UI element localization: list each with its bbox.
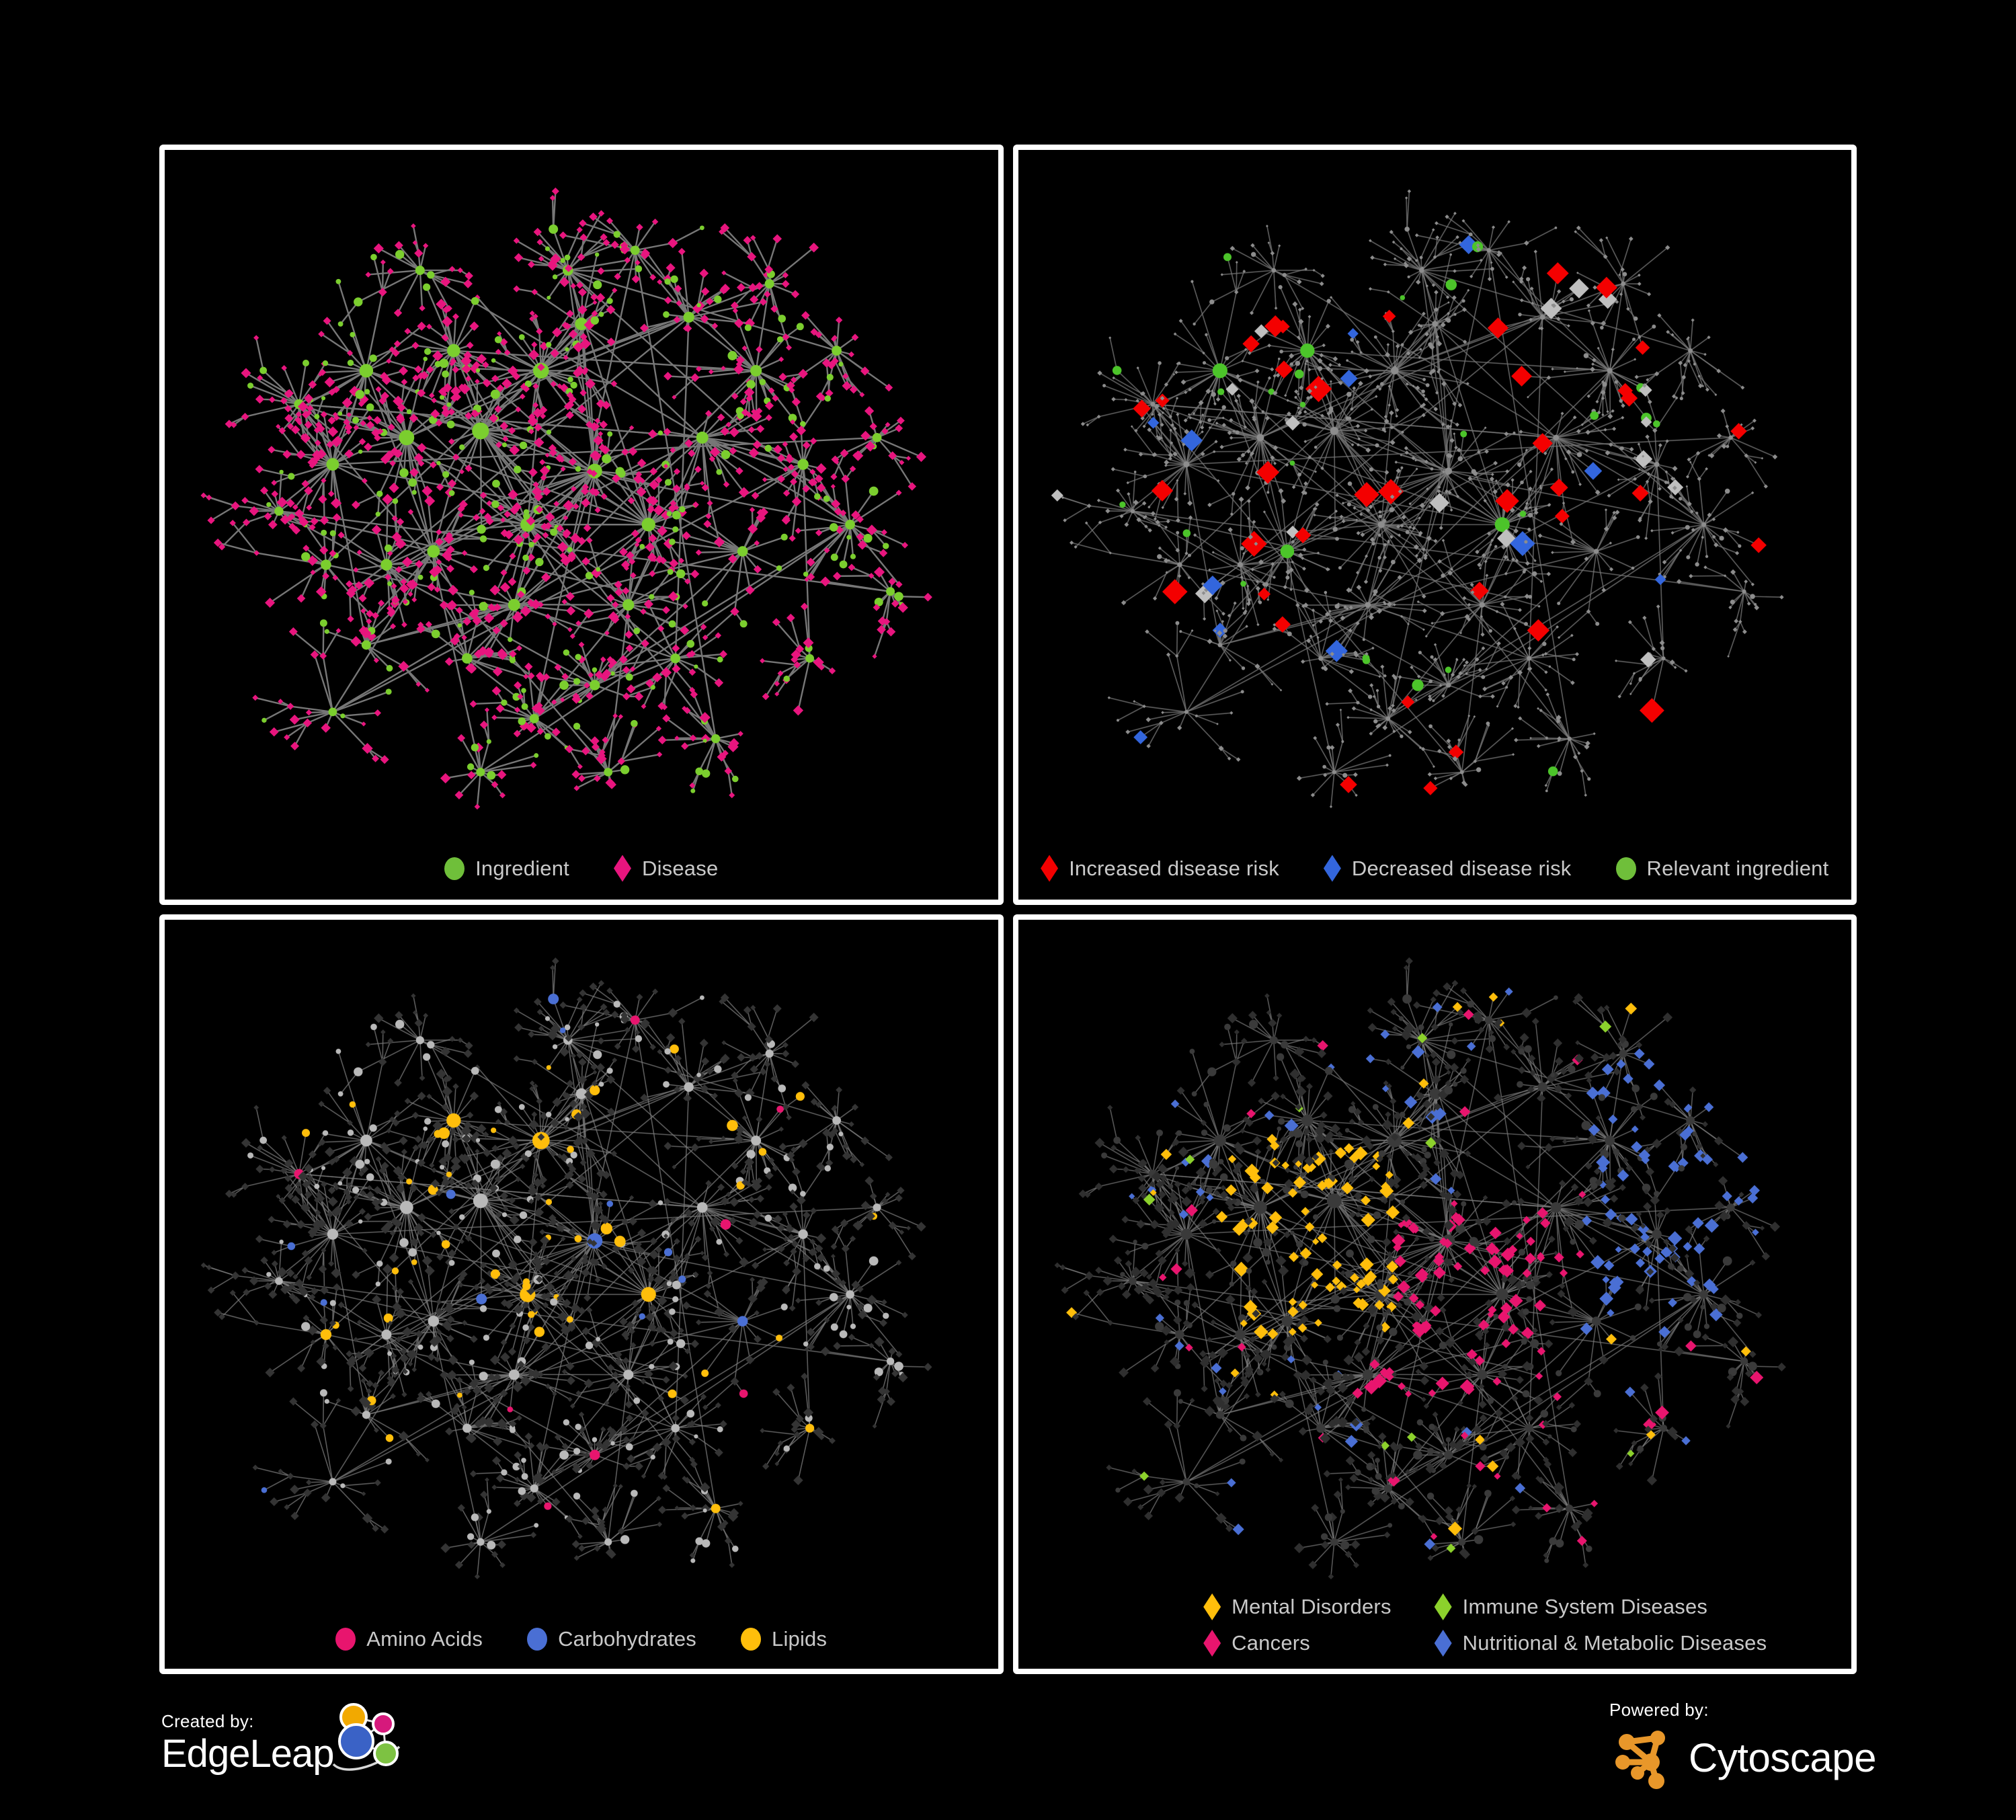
cytoscape-text: Powered by: <box>1609 1700 1876 1793</box>
network-graph-2 <box>1051 189 1784 808</box>
cytoscape-wordmark: Cytoscape <box>1689 1735 1876 1780</box>
network-graph-1 <box>200 187 932 810</box>
edgeleap-wordmark: EdgeLeap <box>161 1732 334 1776</box>
cytoscape-logo-row: Cytoscape <box>1609 1723 1876 1793</box>
created-by-kicker: Created by: <box>161 1711 254 1731</box>
network-canvas-2[interactable] <box>1018 150 1852 900</box>
panel-nutrient-class[interactable]: Amino Acids Carbohydrates Lipids <box>159 914 1004 1674</box>
cytoscape-network-logo-icon <box>1609 1723 1682 1793</box>
network-canvas-1[interactable] <box>165 150 998 900</box>
edgeleap-network-logo-icon <box>329 1700 410 1774</box>
network-canvas-4[interactable] <box>1018 920 1852 1669</box>
panel-grid: Ingredient Disease Increased disease r <box>159 145 1857 1674</box>
panel-disease-class[interactable]: Mental Disorders Immune System Diseases … <box>1012 914 1857 1674</box>
cytoscape-branding: Powered by: <box>1609 1700 1876 1793</box>
edgeleap-branding: Created by: EdgeLeap <box>161 1700 410 1774</box>
network-graph-4 <box>1053 957 1786 1579</box>
edgeleap-text: Created by: EdgeLeap <box>161 1711 334 1776</box>
panel-disease-risk[interactable]: Increased disease risk Decreased disease… <box>1012 145 1857 905</box>
powered-by-kicker: Powered by: <box>1609 1700 1709 1720</box>
network-graph-3 <box>200 957 932 1579</box>
panel-ingredient-disease[interactable]: Ingredient Disease <box>159 145 1004 905</box>
network-canvas-3[interactable] <box>165 920 998 1669</box>
